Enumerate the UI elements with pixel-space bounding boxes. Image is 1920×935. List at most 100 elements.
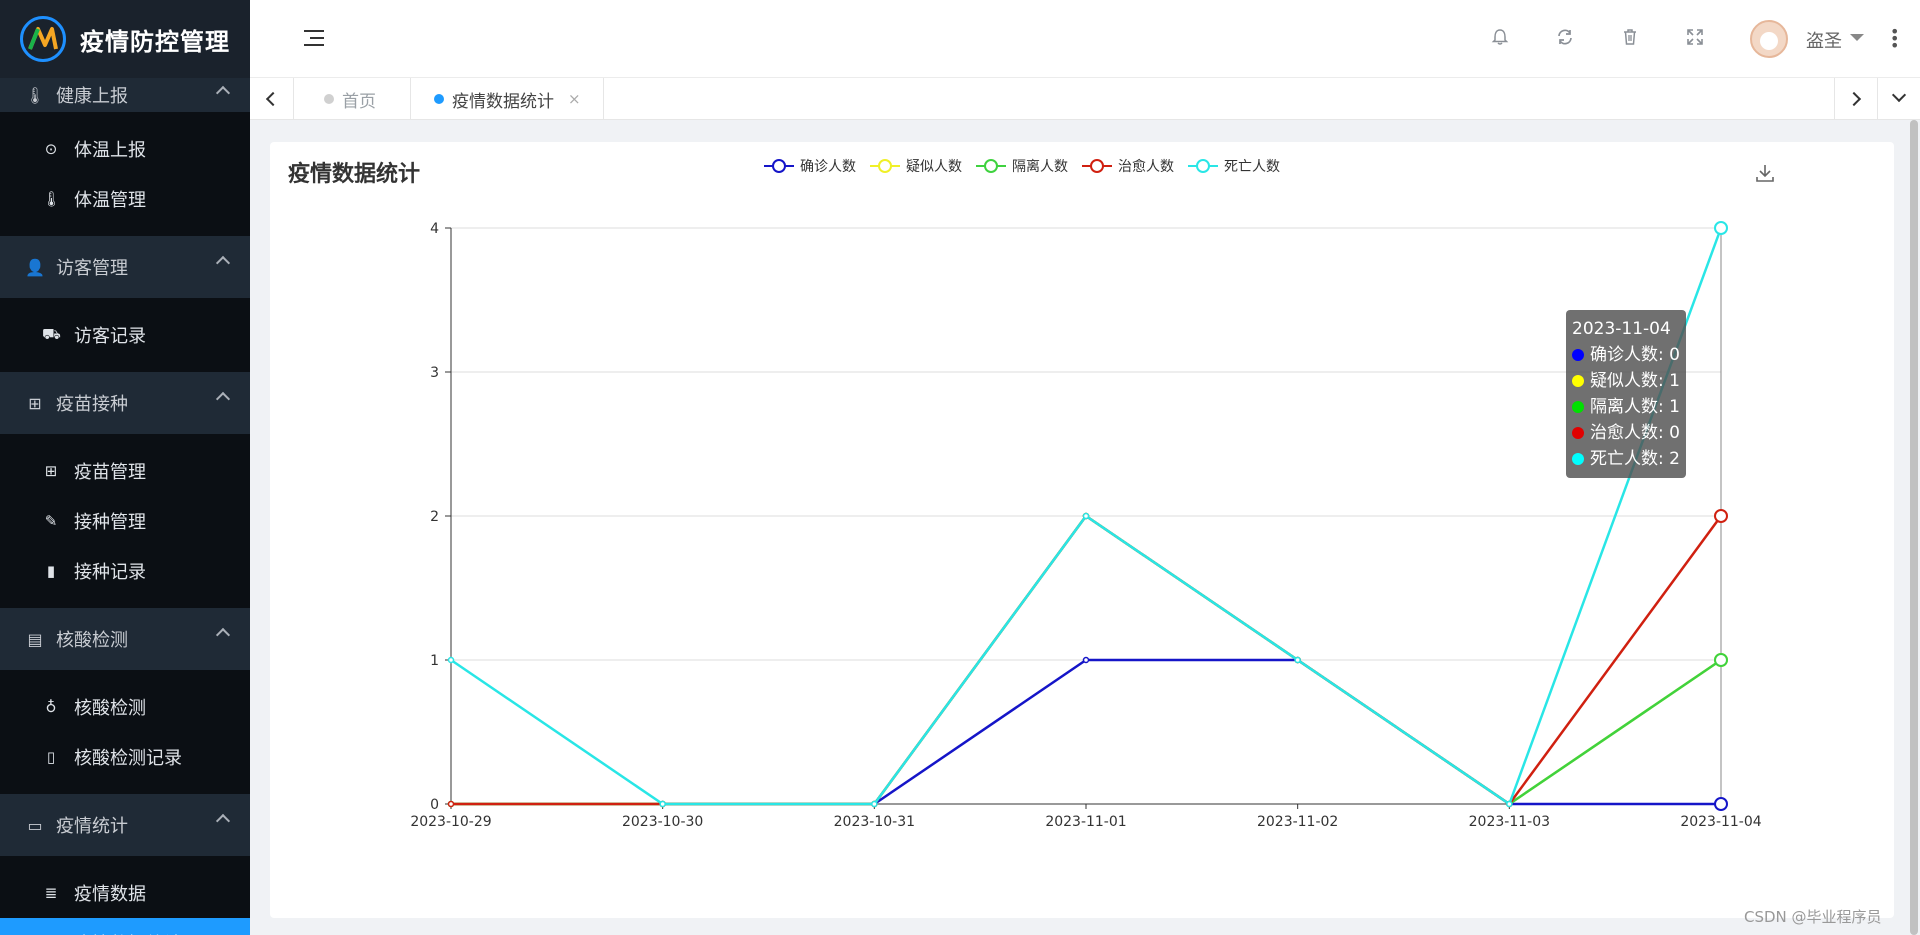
more-vertical-icon[interactable]: • • • [1890, 22, 1900, 55]
menu-group-label: 访客管理 [56, 258, 128, 279]
sidebar-item-label: 核酸检测 [74, 698, 146, 719]
series-marker [1572, 375, 1584, 387]
y-tick-label: 3 [430, 365, 439, 381]
menu-group-label: 疫苗接种 [56, 394, 128, 415]
menu-group-0[interactable]: 🌡 健康上报 [0, 78, 250, 112]
monitor-icon: ▭ [27, 815, 43, 835]
user-plus-icon: 👤 [25, 257, 45, 277]
legend-symbol [976, 159, 1006, 173]
chart-card: 疫情数据统计 确诊人数 疑似人数 隔离人数 治愈人数 死亡人数 0 1 2 3 4 2023-10… [270, 142, 1894, 918]
menu-group-3[interactable]: ▤ 核酸检测 [0, 608, 250, 670]
sidebar-item-3-1[interactable]: ▯ 核酸检测记录 [0, 732, 250, 782]
bell-icon[interactable] [1490, 28, 1510, 48]
x-tick-label: 2023-11-02 [1257, 814, 1338, 830]
series-marker [1572, 401, 1584, 413]
close-icon[interactable]: × [568, 90, 581, 108]
legend-item[interactable]: 治愈人数 [1082, 156, 1174, 176]
menu-group-4[interactable]: ▭ 疫情统计 [0, 794, 250, 856]
trash-icon[interactable] [1620, 28, 1640, 48]
sidebar-item-2-1[interactable]: ✎ 接种管理 [0, 496, 250, 546]
download-icon[interactable] [1754, 162, 1778, 186]
data-point [1714, 797, 1728, 811]
sidebar-item-3-0[interactable]: ♁ 核酸检测 [0, 682, 250, 732]
chevron-up-icon [215, 391, 231, 407]
watermark: CSDN @毕业程序员 [1744, 908, 1882, 926]
data-point [1714, 653, 1728, 667]
legend-symbol [870, 159, 900, 173]
legend-item[interactable]: 死亡人数 [1188, 156, 1280, 176]
legend-symbol [1188, 159, 1218, 173]
tabs-scroll-left-icon[interactable] [250, 78, 294, 120]
series-line [451, 658, 1721, 806]
data-point [1082, 512, 1090, 520]
tooltip-row: 隔离人数: 1 [1572, 394, 1680, 420]
data-point [1506, 800, 1513, 808]
tab-stats[interactable]: 疫情数据统计 × [414, 78, 604, 120]
tab-home[interactable]: 首页 [294, 78, 411, 120]
fullscreen-icon[interactable] [1685, 28, 1705, 48]
tabs-bar: 首页 疫情数据统计 × [250, 78, 1920, 120]
tabs-scroll-right-icon[interactable] [1834, 78, 1878, 120]
menu-submenu: ≣ 疫情数据 ▥疫情数据统计 [0, 856, 250, 935]
sidebar-item-0-0[interactable]: ⊙ 体温上报 [0, 124, 250, 174]
clipboard-icon: ▤ [27, 629, 43, 649]
y-tick-label: 0 [430, 797, 439, 813]
tooltip-row-text: 隔离人数: 1 [1590, 397, 1680, 417]
person-icon: ⛟ [42, 325, 61, 343]
x-tick-label: 2023-10-31 [834, 814, 915, 830]
collapse-menu-icon[interactable] [304, 30, 324, 46]
menu-submenu: ⊙ 体温上报 🌡 体温管理 [0, 112, 250, 236]
sidebar-menu: 🌡 健康上报 ⊙ 体温上报 🌡 体温管理 👤 访客管理 ⛟ 访客记录 ⊞ 疫苗接种 ⊞ 疫苗管理 ✎ 接种管理… [0, 78, 250, 935]
tooltip-row: 死亡人数: 2 [1572, 446, 1680, 472]
sidebar-item-2-0[interactable]: ⊞ 疫苗管理 [0, 446, 250, 496]
sidebar-item-0-1[interactable]: 🌡 体温管理 [0, 174, 250, 224]
sidebar-item-label: 体温管理 [74, 190, 146, 211]
x-tick-label: 2023-10-29 [410, 814, 491, 830]
data-point [447, 656, 455, 664]
app-logo-bar: 疫情防控管理 [0, 0, 250, 78]
scrollbar[interactable] [1910, 120, 1918, 935]
refresh-icon[interactable] [1555, 28, 1575, 48]
tooltip-row: 治愈人数: 0 [1572, 420, 1680, 446]
tooltip-title: 2023-11-04 [1572, 319, 1671, 339]
avatar[interactable] [1750, 20, 1788, 58]
data-point [659, 800, 666, 808]
sidebar-item-1-0[interactable]: ⛟ 访客记录 [0, 310, 250, 360]
chart-legend: 确诊人数 疑似人数 隔离人数 治愈人数 死亡人数 [764, 156, 1294, 176]
legend-label: 隔离人数 [1012, 159, 1068, 175]
sidebar-item-label: 疫苗管理 [74, 462, 146, 483]
chevron-down-icon[interactable] [1850, 34, 1864, 41]
menu-group-label: 核酸检测 [56, 630, 128, 651]
sidebar: 疫情防控管理 🌡 健康上报 ⊙ 体温上报 🌡 体温管理 👤 访客管理 ⛟ 访客记录 ⊞ 疫苗接种 ⊞ 疫苗… [0, 0, 250, 935]
legend-item[interactable]: 确诊人数 [764, 156, 856, 176]
medkit-icon: ⊞ [28, 393, 42, 413]
chevron-up-icon [215, 255, 231, 271]
tab-status-dot [434, 94, 444, 104]
sidebar-item-4-0[interactable]: ≣ 疫情数据 [0, 868, 250, 918]
tabs-dropdown-icon[interactable] [1878, 78, 1920, 120]
top-header: 盗圣 • • • [250, 0, 1920, 78]
sidebar-item-4-1[interactable]: ▥疫情数据统计 [0, 918, 250, 935]
y-tick-label: 4 [430, 221, 439, 237]
medkit-icon: ⊞ [44, 462, 58, 480]
page-title: 疫情数据统计 [288, 162, 421, 187]
x-tick-label: 2023-11-04 [1680, 814, 1761, 830]
sidebar-item-label: 疫情数据 [74, 884, 146, 905]
legend-item[interactable]: 疑似人数 [870, 156, 962, 176]
y-tick-label: 2 [430, 509, 439, 525]
legend-label: 疑似人数 [906, 159, 962, 175]
data-point [447, 800, 455, 808]
sidebar-item-2-2[interactable]: ▮ 接种记录 [0, 546, 250, 596]
username[interactable]: 盗圣 [1806, 31, 1842, 52]
x-tick-label: 2023-10-30 [622, 814, 703, 830]
menu-group-1[interactable]: 👤 访客管理 [0, 236, 250, 298]
series-marker [1572, 349, 1584, 361]
legend-label: 治愈人数 [1118, 159, 1174, 175]
menu-group-label: 疫情统计 [56, 816, 128, 837]
tooltip-row-text: 死亡人数: 2 [1590, 449, 1680, 469]
syringe-icon: ✎ [44, 512, 58, 530]
menu-group-label: 健康上报 [56, 86, 128, 107]
stethoscope-icon: ♁ [45, 698, 57, 716]
menu-group-2[interactable]: ⊞ 疫苗接种 [0, 372, 250, 434]
legend-item[interactable]: 隔离人数 [976, 156, 1068, 176]
